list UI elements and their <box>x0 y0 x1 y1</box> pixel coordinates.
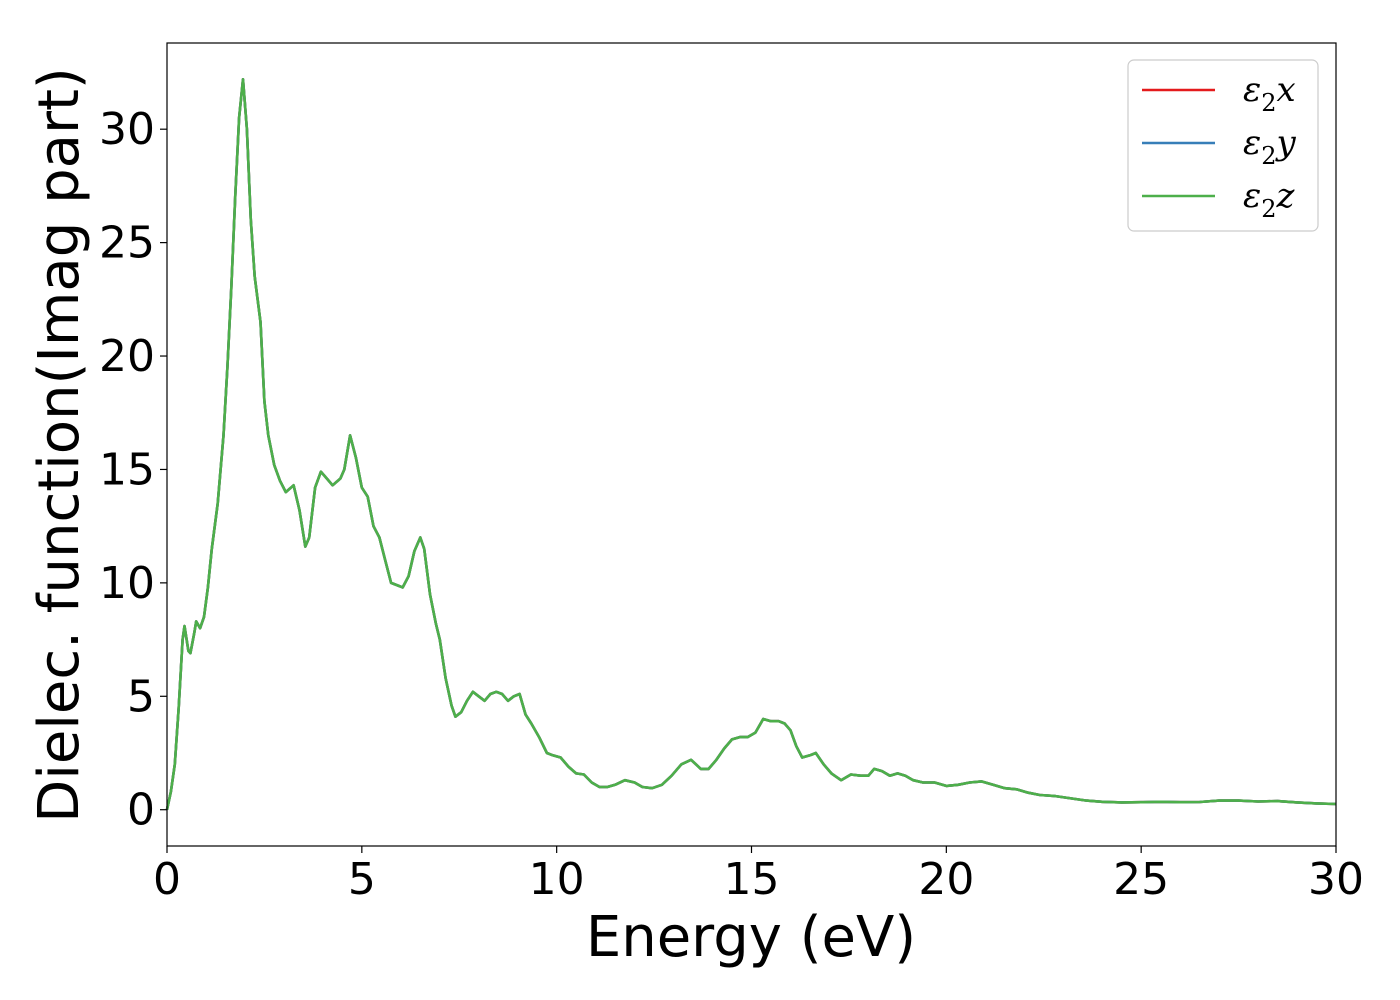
legend-box <box>1127 59 1319 232</box>
y-tick-label: 15 <box>99 444 155 495</box>
x-tick-label: 25 <box>1113 854 1169 905</box>
x-tick-label: 15 <box>724 854 780 905</box>
x-tick-label: 30 <box>1308 854 1364 905</box>
series-line-z <box>165 78 1337 810</box>
x-tick-label: 10 <box>529 854 585 905</box>
y-tick-label: 10 <box>99 558 155 609</box>
legend-label-y: ε2y <box>1243 123 1297 170</box>
y-tick-label: 0 <box>127 785 155 836</box>
y-axis-ticks: 0 5 10 15 20 25 30 <box>99 104 167 836</box>
legend: ε2x ε2y ε2z <box>1127 59 1319 232</box>
legend-label-z: ε2z <box>1243 176 1296 223</box>
x-tick-label: 20 <box>918 854 974 905</box>
y-tick-label: 25 <box>99 218 155 269</box>
y-axis-label: Dielec. function(Imag part) <box>27 67 92 823</box>
x-axis-label: Energy (eV) <box>586 905 916 970</box>
y-tick-label: 30 <box>99 104 155 155</box>
y-tick-label: 5 <box>127 671 155 722</box>
legend-label-x: ε2x <box>1243 70 1296 117</box>
x-tick-label: 5 <box>348 854 376 905</box>
series-layer <box>165 78 1337 810</box>
x-tick-label: 0 <box>153 854 181 905</box>
x-axis-ticks: 0 5 10 15 20 25 30 <box>153 846 1364 905</box>
y-tick-label: 20 <box>99 331 155 382</box>
